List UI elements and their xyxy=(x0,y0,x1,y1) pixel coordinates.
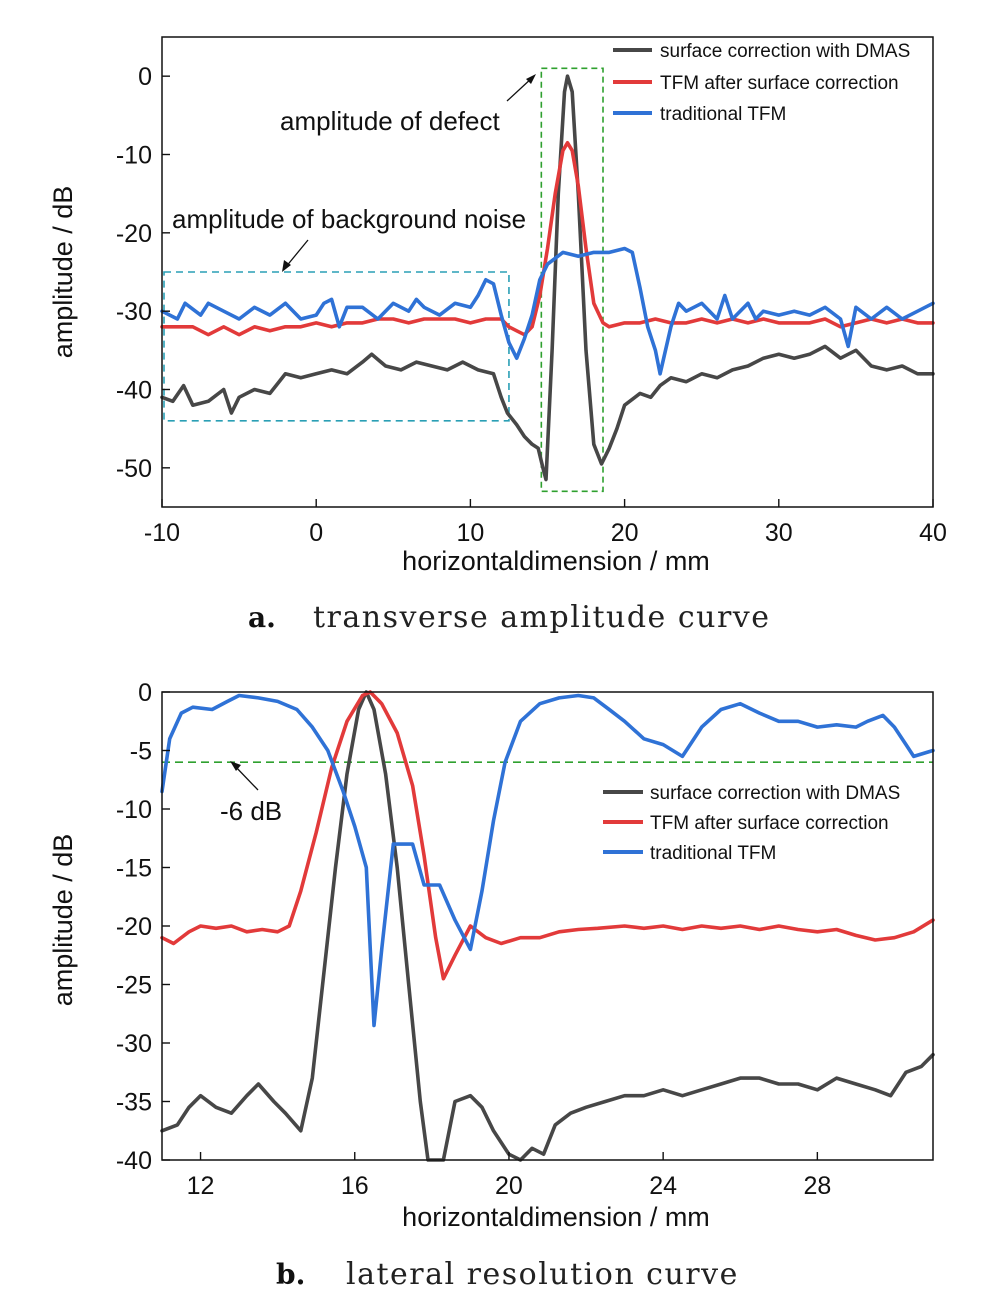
legend-b-traditional-label: traditional TFM xyxy=(650,843,776,864)
defect-region-box xyxy=(540,67,604,493)
caption-b-letter: b. xyxy=(276,1258,305,1291)
panel-b-ytick-label: -35 xyxy=(116,1089,152,1117)
panel-a-xtick-label: 20 xyxy=(611,519,639,547)
panel-b-ytick-label: -10 xyxy=(116,796,152,824)
panel-a-ytick-label: -50 xyxy=(116,455,152,483)
panel-b-series-dmas-line xyxy=(160,690,935,1162)
panel-b-ytick-label: -5 xyxy=(130,738,152,766)
panel-a-ticks: -10 0 10 20 30 40 0 -10 -20 -30 -40 -50 xyxy=(116,63,947,547)
panel-a-xtick-label: 0 xyxy=(309,519,323,547)
panel-b-ticks: 12 16 20 24 28 0 -5 -10 -15 -20 -25 -30 -35 -40 xyxy=(116,679,831,1200)
panel-a: -10 0 10 20 30 40 0 -10 -20 -30 -40 -50 horizontald… xyxy=(48,36,947,576)
threshold-arrowhead xyxy=(230,761,241,771)
panel-a-series-tfm-after-line xyxy=(160,141,935,337)
caption-a: transverse amplitude curve xyxy=(313,600,771,635)
annotation-defect-arrowhead xyxy=(526,74,536,84)
panel-b-series-traditional-line xyxy=(160,693,935,1028)
panel-b-xtick-label: 12 xyxy=(187,1172,215,1200)
panel-a-ytick-label: 0 xyxy=(138,63,152,91)
legend-b-tfm-after-label: TFM after surface correction xyxy=(650,813,889,834)
panel-b-xtick-label: 20 xyxy=(495,1172,523,1200)
panel-b-series-tfm-after-line xyxy=(160,690,935,981)
panel-a-ytick-label: -20 xyxy=(116,220,152,248)
panel-b-series xyxy=(160,690,935,1162)
panel-b-ylabel: amplitude / dB xyxy=(48,834,78,1007)
panel-a-ylabel: amplitude / dB xyxy=(48,186,78,359)
panel-a-series xyxy=(160,74,935,482)
panel-b-legend: surface correction with DMAS TFM after s… xyxy=(603,783,900,864)
legend-b-dmas-label: surface correction with DMAS xyxy=(650,783,900,804)
panel-b: 12 16 20 24 28 0 -5 -10 -15 -20 -25 -30 -35 -40 horiz… xyxy=(48,679,935,1232)
threshold-label: -6 dB xyxy=(220,796,282,826)
panel-b-xtick-label: 16 xyxy=(341,1172,369,1200)
caption-a-letter: a. xyxy=(248,601,276,634)
panel-b-ytick-label: -15 xyxy=(116,855,152,883)
panel-a-legend: surface correction with DMAS TFM after s… xyxy=(613,41,910,125)
annotation-noise: amplitude of background noise xyxy=(172,204,526,234)
panel-a-plot-frame xyxy=(161,36,934,508)
panel-b-ytick-label: -20 xyxy=(116,913,152,941)
panel-b-ytick-label: -25 xyxy=(116,972,152,1000)
annotation-noise-arrowhead xyxy=(282,260,291,272)
panel-a-series-traditional-line xyxy=(160,246,935,376)
panel-a-xtick-label: 30 xyxy=(765,519,793,547)
noise-region-box xyxy=(163,271,510,422)
panel-b-xlabel: horizontaldimension / mm xyxy=(402,1202,710,1232)
panel-a-xtick-label: 10 xyxy=(456,519,484,547)
panel-b-xtick-label: 24 xyxy=(649,1172,677,1200)
panel-a-xtick-label: -10 xyxy=(144,519,180,547)
panel-b-ytick-label: -40 xyxy=(116,1147,152,1175)
annotation-defect: amplitude of defect xyxy=(280,106,500,136)
panel-b-ytick-label: -30 xyxy=(116,1030,152,1058)
caption-b: lateral resolution curve xyxy=(346,1257,739,1292)
panel-a-xlabel: horizontaldimension / mm xyxy=(402,546,710,576)
legend-a-tfm-after-label: TFM after surface correction xyxy=(660,73,899,94)
panel-a-ytick-label: -10 xyxy=(116,142,152,170)
legend-a-dmas-label: surface correction with DMAS xyxy=(660,41,910,62)
panel-a-series-dmas-line xyxy=(160,74,935,482)
panel-a-ytick-label: -40 xyxy=(116,377,152,405)
legend-a-traditional-label: traditional TFM xyxy=(660,104,786,125)
panel-b-xtick-label: 28 xyxy=(803,1172,831,1200)
panel-a-xtick-label: 40 xyxy=(919,519,947,547)
panel-a-regions xyxy=(163,67,604,493)
panel-b-ytick-label: 0 xyxy=(138,679,152,707)
annotation-noise-arrow xyxy=(284,239,309,269)
panel-a-ytick-label: -30 xyxy=(116,298,152,326)
